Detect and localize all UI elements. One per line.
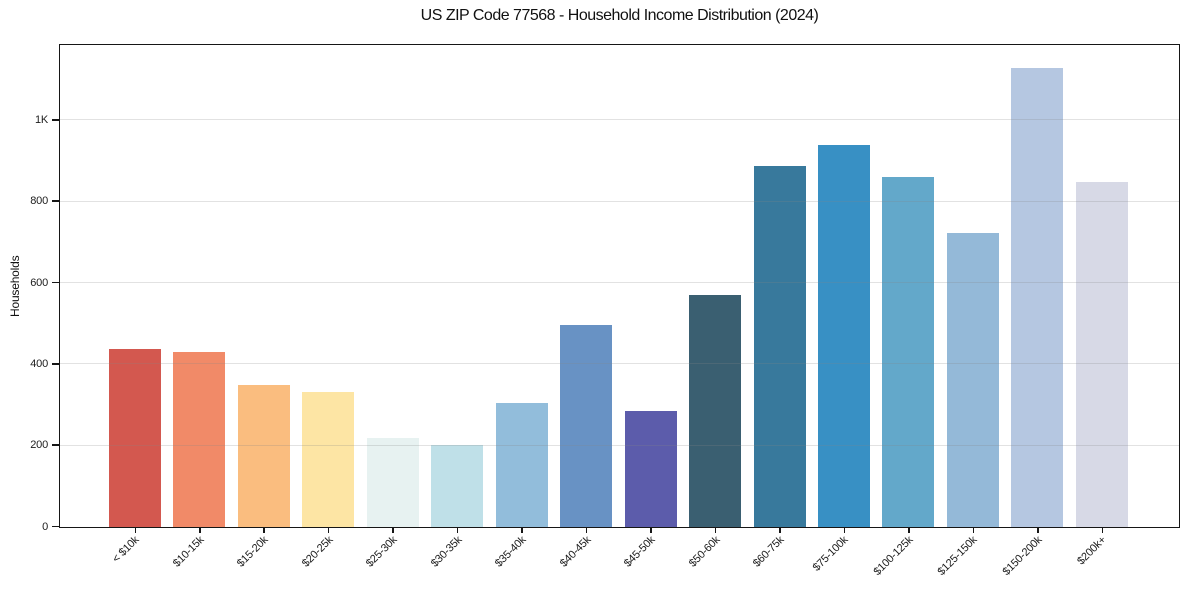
x-tick-label: $100-125k bbox=[871, 534, 916, 578]
x-tick-label: $75-100k bbox=[811, 534, 851, 574]
y-tick-mark bbox=[52, 525, 59, 528]
x-tick-mark bbox=[199, 528, 201, 533]
x-tick-mark bbox=[779, 528, 781, 533]
bar-< $10k bbox=[108, 349, 161, 527]
x-tick-label: $125-150k bbox=[935, 534, 980, 578]
bar-$25-30k bbox=[366, 437, 419, 527]
y-tick-mark bbox=[52, 119, 59, 121]
y-tick-label: 1K bbox=[34, 113, 48, 126]
bar-$200k+ bbox=[1075, 181, 1128, 527]
bar-$150-200k bbox=[1011, 68, 1064, 527]
x-tick-label: $30-35k bbox=[428, 534, 465, 570]
x-tick-mark bbox=[972, 528, 975, 533]
x-tick-mark bbox=[327, 528, 330, 533]
y-tick-label: 600 bbox=[30, 276, 48, 289]
bar-$125-150k bbox=[946, 233, 999, 527]
x-tick-label: $25-30k bbox=[364, 534, 400, 570]
x-tick-label: $15-20k bbox=[235, 534, 271, 570]
x-tick-mark bbox=[263, 528, 265, 533]
y-tick-mark bbox=[52, 363, 59, 365]
x-tick-label: $45-50k bbox=[621, 534, 658, 570]
gridline bbox=[60, 444, 1179, 446]
bar-$15-20k bbox=[237, 384, 290, 527]
y-tick-mark bbox=[52, 200, 59, 202]
gridline bbox=[60, 119, 1179, 121]
x-tick-mark bbox=[1037, 528, 1039, 533]
x-tick-label: $40-45k bbox=[557, 534, 594, 570]
x-tick-mark bbox=[521, 528, 523, 533]
x-tick-label: $150-200k bbox=[1000, 534, 1045, 578]
x-tick-mark bbox=[714, 528, 717, 533]
x-tick-mark bbox=[456, 528, 459, 533]
gridline bbox=[60, 282, 1179, 284]
bar-$75-100k bbox=[817, 144, 870, 527]
x-tick-mark bbox=[134, 528, 137, 533]
x-tick-mark bbox=[843, 528, 846, 533]
x-tick-label: < $10k bbox=[110, 534, 142, 566]
y-tick-label: 200 bbox=[30, 439, 48, 452]
chart-title: US ZIP Code 77568 - Household Income Dis… bbox=[420, 7, 819, 24]
x-tick-mark bbox=[908, 528, 910, 533]
y-tick-label: 800 bbox=[30, 195, 48, 208]
x-tick-label: $35-40k bbox=[492, 534, 529, 570]
x-tick-label: $10-15k bbox=[170, 534, 207, 570]
bar-$100-125k bbox=[882, 176, 935, 527]
bar-$45-50k bbox=[624, 410, 677, 527]
x-tick-mark bbox=[392, 528, 394, 533]
x-tick-label: $20-25k bbox=[299, 534, 336, 570]
bar-$35-40k bbox=[495, 403, 548, 527]
x-tick-mark bbox=[650, 528, 652, 533]
bar-$20-25k bbox=[302, 392, 355, 527]
x-tick-mark bbox=[1101, 528, 1104, 533]
gridline bbox=[60, 200, 1179, 202]
y-tick-mark bbox=[52, 281, 59, 284]
y-tick-mark bbox=[52, 444, 59, 446]
y-tick-label: 400 bbox=[30, 357, 48, 370]
x-tick-mark bbox=[585, 528, 588, 533]
x-tick-label: $50-60k bbox=[686, 534, 723, 570]
plot-area bbox=[59, 44, 1180, 528]
bar-$40-45k bbox=[560, 324, 613, 527]
x-tick-label: $200k+ bbox=[1075, 534, 1109, 568]
bar-$10-15k bbox=[173, 352, 226, 527]
bar-$60-75k bbox=[753, 165, 806, 527]
x-tick-label: $60-75k bbox=[750, 534, 787, 570]
y-tick-label: 0 bbox=[42, 520, 48, 533]
gridline bbox=[60, 363, 1179, 365]
bar-$50-60k bbox=[689, 295, 742, 527]
bar-$30-35k bbox=[431, 444, 484, 527]
